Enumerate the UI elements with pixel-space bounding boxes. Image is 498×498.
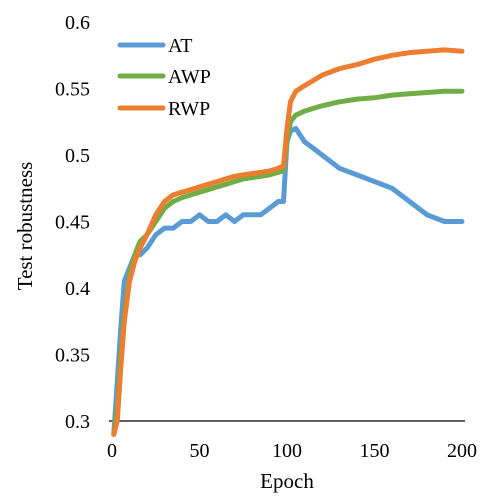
x-axis-title: Epoch — [260, 469, 314, 493]
y-tick-label: 0.3 — [65, 411, 90, 433]
y-tick-label: 0.35 — [55, 345, 90, 367]
y-tick-label: 0.6 — [65, 12, 90, 34]
x-tick-label: 200 — [447, 440, 477, 462]
legend-label-awp: AWP — [168, 66, 211, 88]
y-tick-label: 0.55 — [55, 79, 90, 101]
x-tick-label: 50 — [190, 440, 210, 462]
legend-label-rwp: RWP — [168, 98, 210, 120]
y-tick-label: 0.45 — [55, 212, 90, 234]
y-tick-labels: 0.3 0.35 0.4 0.45 0.5 0.55 0.6 — [55, 12, 90, 433]
legend: AT AWP RWP — [117, 35, 211, 120]
y-tick-label: 0.4 — [65, 278, 90, 300]
x-tick-label: 0 — [107, 440, 117, 462]
y-tick-label: 0.5 — [65, 145, 90, 167]
series-layer — [111, 47, 465, 437]
series-line-rwp — [111, 47, 465, 437]
x-tick-label: 150 — [360, 440, 390, 462]
series-line-awp — [111, 88, 465, 437]
series-line-at — [111, 125, 465, 437]
x-tick-label: 100 — [272, 440, 302, 462]
legend-label-at: AT — [168, 35, 192, 57]
x-tick-labels: 0 50 100 150 200 — [107, 440, 477, 462]
y-axis-title: Test robustness — [13, 162, 37, 291]
